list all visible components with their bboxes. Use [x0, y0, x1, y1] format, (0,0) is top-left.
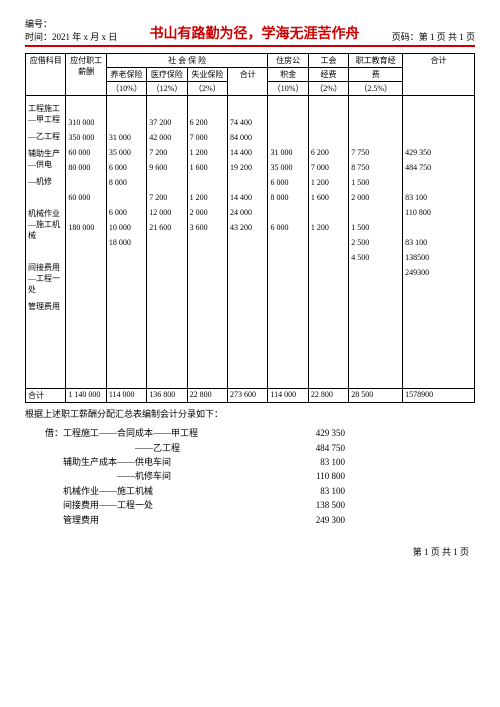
allocation-table: 应借科目 应付职工薪酬 社 会 保 险 住房公 工会 职工教育经 合计 养老保险… — [25, 53, 475, 403]
col-subject: 应借科目 — [26, 54, 66, 96]
col-c-unemp: 6 2007 0001 2001 600 1 2002 0003 600 — [187, 96, 227, 389]
page-footer: 第 1 页 共 1 页 — [25, 545, 475, 558]
ledger-row: 辅助生产成本——供电车间83 100 — [45, 455, 475, 469]
table-sum-row: 合计 1 140 000 114 000 136 800 22 800 273 … — [26, 389, 475, 403]
doc-title: 书山有路勤为径，学海无涯苦作舟 — [150, 23, 360, 43]
ledger-note: 根据上述职工薪酬分配汇总表编制会计分录如下： — [25, 407, 475, 420]
ledger-row: 间接费用——工程一处138 500 — [45, 498, 475, 512]
group-housing: 住房公 — [268, 54, 308, 68]
group-social: 社 会 保 险 — [106, 54, 268, 68]
group-union: 工会 — [308, 54, 348, 68]
ledger-row: 借：工程施工——合同成本——甲工程429 350 — [45, 426, 475, 440]
ledger-row: 机械作业——施工机械83 100 — [45, 484, 475, 498]
doc-time: 时间：2021 年 x 月 x 日 — [25, 31, 117, 44]
col-salary: 应付职工薪酬 — [66, 54, 106, 96]
col-c-housing: 31 00035 0006 0008 000 6 000 — [268, 96, 308, 389]
table-body-row: 工程施工—甲工程—乙工程辅助生产—供电—机修 机械作业—施工机械 间接费用—工程… — [26, 96, 475, 389]
ledger-row: ——乙工程484 750 — [45, 441, 475, 455]
col-c-sub: 74 40084 00014 40019 200 14 40024 00043 … — [228, 96, 268, 389]
col-c-total: 429 350484 750 83 100110 800 83 10013850… — [403, 96, 475, 389]
doc-number: 编号： — [25, 18, 117, 31]
group-edu: 职工教育经 — [349, 54, 403, 68]
col-c-edu: 7 7508 7501 5002 000 1 5002 5004 500 — [349, 96, 403, 389]
ledger-entries: 借：工程施工——合同成本——甲工程429 350 ——乙工程484 750 辅助… — [45, 426, 475, 527]
col-c-union: 6 2007 0001 2001 600 1 200 — [308, 96, 348, 389]
col-total: 合计 — [403, 54, 475, 96]
col-c-medical: 37 20042 0007 2009 600 7 20012 00021 600 — [147, 96, 187, 389]
ledger-row: 管理费用249 300 — [45, 513, 475, 527]
page-label: 页码：第 1 页 共 1 页 — [392, 30, 475, 43]
col-subjects: 工程施工—甲工程—乙工程辅助生产—供电—机修 机械作业—施工机械 间接费用—工程… — [26, 96, 66, 389]
col-c-pension: 31 00035 0006 0008 000 6 00010 00018 000 — [106, 96, 146, 389]
col-c-salary: 310 000350 00060 00080 000 60 000 180 00… — [66, 96, 106, 389]
ledger-row: ——机修车间110 800 — [45, 469, 475, 483]
